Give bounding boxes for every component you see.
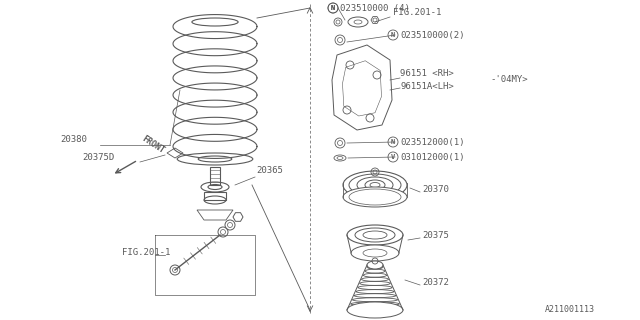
Text: -'04MY>: -'04MY> [490, 75, 527, 84]
Ellipse shape [367, 261, 383, 269]
Text: N: N [331, 5, 335, 11]
Text: 023510000(2): 023510000(2) [400, 30, 465, 39]
Text: FRONT: FRONT [140, 134, 166, 155]
Text: FIG.201-1: FIG.201-1 [122, 248, 170, 257]
Text: 20375: 20375 [422, 231, 449, 240]
Text: 023510000 (4): 023510000 (4) [340, 4, 410, 12]
Ellipse shape [347, 302, 403, 318]
Text: N: N [331, 5, 335, 11]
Text: N: N [391, 139, 395, 145]
Text: 96151 <RH>: 96151 <RH> [400, 69, 454, 78]
Ellipse shape [351, 245, 399, 261]
Text: 20372: 20372 [422, 278, 449, 287]
Text: 96151A<LH>: 96151A<LH> [400, 82, 454, 91]
Text: 023512000(1): 023512000(1) [400, 138, 465, 147]
Text: A211001113: A211001113 [545, 305, 595, 314]
Text: 20370: 20370 [422, 185, 449, 194]
Text: 20365: 20365 [256, 166, 283, 175]
Ellipse shape [343, 187, 407, 207]
Text: 20380: 20380 [60, 135, 87, 144]
Text: FIG.201-1: FIG.201-1 [393, 8, 442, 17]
Text: 031012000(1): 031012000(1) [400, 153, 465, 162]
Text: 20375D: 20375D [82, 153, 115, 162]
Text: V: V [391, 154, 395, 160]
Text: N: N [391, 32, 395, 38]
Ellipse shape [343, 171, 407, 199]
Ellipse shape [347, 225, 403, 245]
